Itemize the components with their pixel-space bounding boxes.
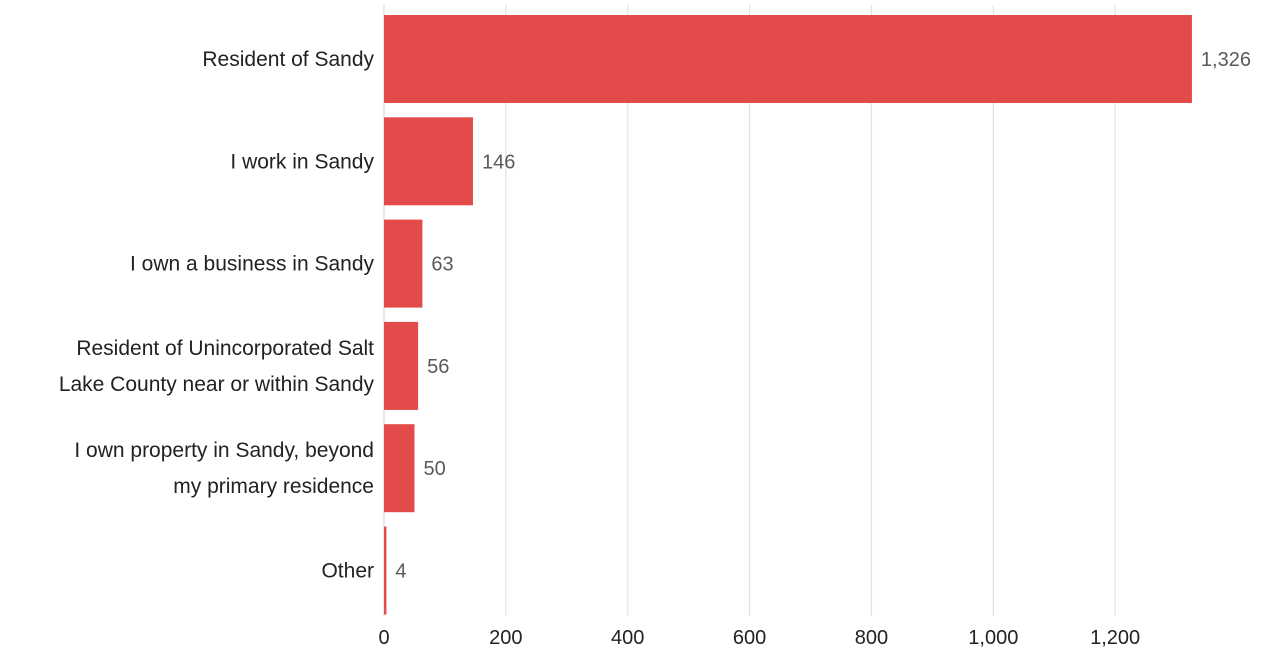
x-tick-label: 400 — [611, 627, 644, 649]
category-label: I own a business in Sandy — [130, 253, 374, 276]
category-label: I work in Sandy — [230, 150, 374, 173]
bar — [384, 424, 415, 513]
grid-layer — [383, 5, 1116, 616]
x-tick-label: 800 — [855, 627, 888, 649]
data-label: 4 — [395, 561, 406, 583]
data-label: 1,326 — [1201, 49, 1251, 71]
x-tick-label: 1,000 — [968, 627, 1018, 649]
category-label: my primary residence — [173, 475, 374, 498]
data-label: 50 — [423, 458, 445, 480]
bar — [384, 117, 473, 206]
category-label: Resident of Unincorporated Salt — [76, 337, 374, 360]
x-tick-label: 1,200 — [1090, 627, 1140, 649]
bar — [384, 321, 419, 410]
bar — [384, 15, 1192, 103]
bar — [384, 219, 423, 308]
x-tick-label: 600 — [733, 627, 766, 649]
x-tick-label: 200 — [489, 627, 522, 649]
bar — [384, 526, 387, 615]
x-axis-ticks: 0 200 400 600 800 1,000 1,200 — [378, 627, 1140, 649]
category-label: Lake County near or within Sandy — [59, 373, 375, 396]
category-label: I own property in Sandy, beyond — [74, 439, 374, 462]
x-tick-label: 0 — [378, 627, 389, 649]
data-label: 56 — [427, 356, 449, 378]
category-label: Resident of Sandy — [202, 48, 374, 71]
data-label: 146 — [482, 151, 515, 173]
labels-layer: 1,326 Resident of Sandy 146 I work in Sandy… — [59, 48, 1251, 583]
category-label: Other — [321, 560, 374, 583]
bars-layer — [384, 15, 1192, 615]
data-label: 63 — [431, 254, 453, 276]
